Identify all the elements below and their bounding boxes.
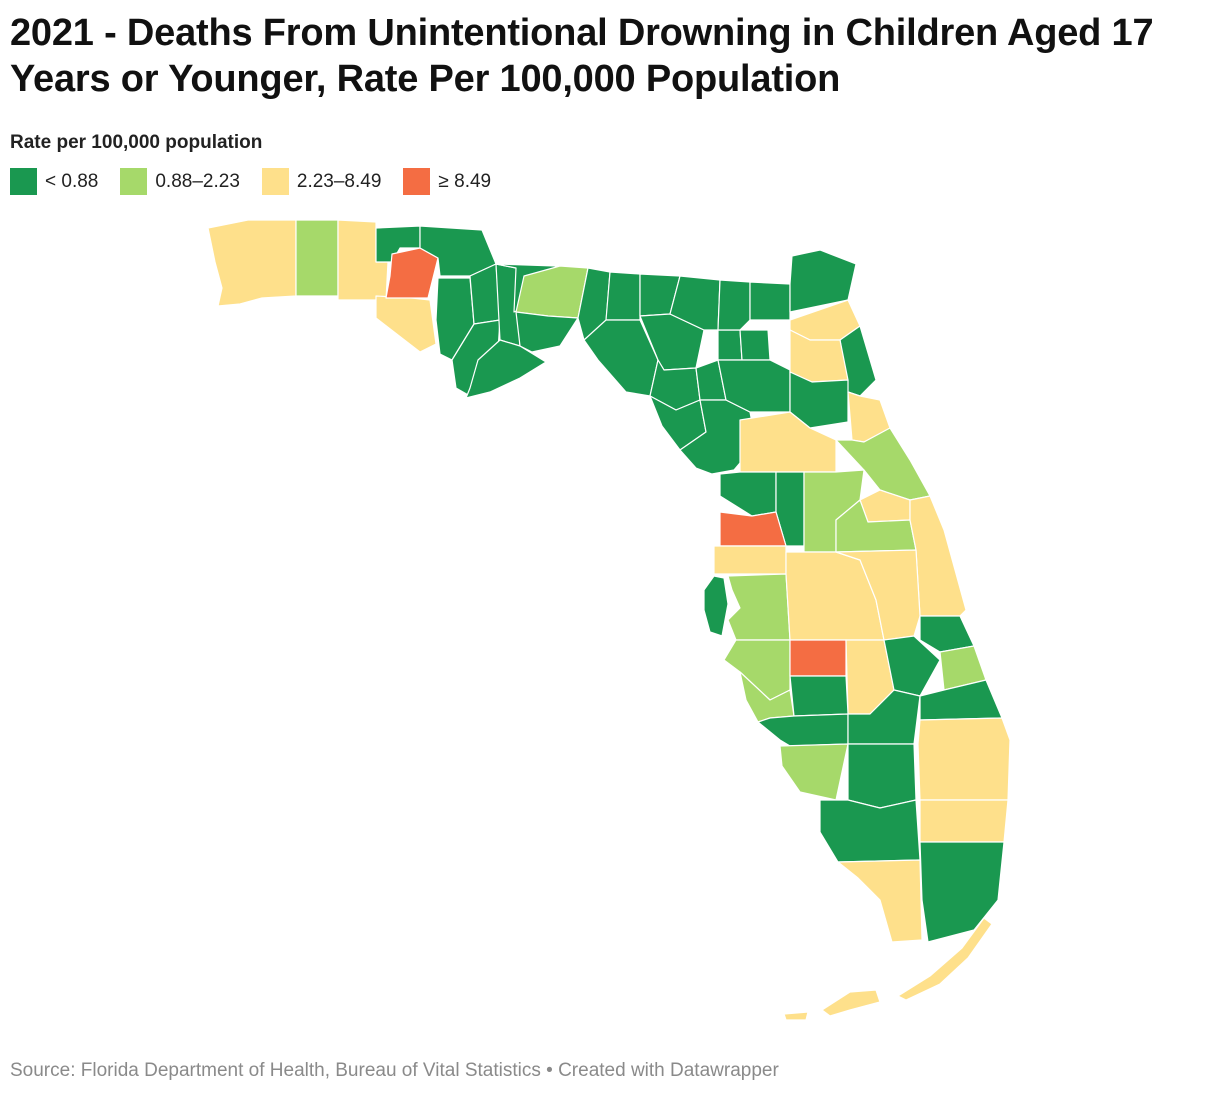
county-monroe-mainland[interactable] xyxy=(837,859,923,943)
county-madison[interactable] xyxy=(605,271,641,321)
county-okeechobee[interactable] xyxy=(883,635,941,697)
legend-label-low: 0.88–2.23 xyxy=(155,170,240,192)
legend-swatch-highest xyxy=(403,168,431,195)
county-lee[interactable] xyxy=(779,743,849,801)
county-citrus[interactable] xyxy=(719,471,777,517)
county-santa-rosa[interactable] xyxy=(295,219,339,297)
legend-swatch-mid xyxy=(261,168,289,195)
county-franklin[interactable] xyxy=(465,339,547,399)
credit-link[interactable]: Created with Datawrapper xyxy=(558,1060,779,1081)
legend-title: Rate per 100,000 population xyxy=(10,132,263,153)
source-footer: Source: Florida Department of Health, Bu… xyxy=(10,1060,779,1082)
legend: < 0.88 0.88–2.23 2.23–8.49 ≥ 8.49 xyxy=(10,168,513,195)
county-bradford[interactable] xyxy=(739,329,771,361)
county-wakulla[interactable] xyxy=(515,311,579,353)
florida-map-svg xyxy=(207,219,1011,1021)
florida-map xyxy=(0,210,1220,1040)
county-pinellas[interactable] xyxy=(703,575,729,637)
county-hardee[interactable] xyxy=(789,639,847,677)
county-sumter[interactable] xyxy=(775,471,805,547)
county-hillsborough[interactable] xyxy=(727,573,791,641)
county-union[interactable] xyxy=(717,329,743,361)
county-monroe-key-west[interactable] xyxy=(783,1011,809,1021)
county-jackson[interactable] xyxy=(419,225,497,277)
source-text: Source: Florida Department of Health, Bu… xyxy=(10,1060,541,1081)
county-miami-dade[interactable] xyxy=(919,841,1005,943)
county-hendry[interactable] xyxy=(847,743,917,809)
county-desoto[interactable] xyxy=(789,675,849,717)
county-martin[interactable] xyxy=(919,679,1003,721)
legend-swatch-low xyxy=(120,168,148,195)
county-charlotte[interactable] xyxy=(757,713,849,747)
county-pasco[interactable] xyxy=(713,545,787,575)
county-broward[interactable] xyxy=(919,799,1009,843)
county-hernando[interactable] xyxy=(719,511,787,547)
chart-title: 2021 - Deaths From Unintentional Drownin… xyxy=(10,12,1154,100)
county-baker[interactable] xyxy=(717,279,751,331)
county-monroe-lower-keys[interactable] xyxy=(821,989,881,1017)
legend-label-lowest: < 0.88 xyxy=(45,170,99,192)
county-nassau[interactable] xyxy=(749,281,791,321)
legend-label-mid: 2.23–8.49 xyxy=(296,170,382,192)
legend-swatch-lowest xyxy=(10,168,37,195)
footer-separator: • xyxy=(540,1060,559,1081)
county-monroe-keys[interactable] xyxy=(897,917,993,1001)
county-walton[interactable] xyxy=(375,295,437,353)
county-indian-river[interactable] xyxy=(919,615,975,653)
county-washington[interactable] xyxy=(385,247,439,299)
county-collier[interactable] xyxy=(819,799,921,863)
legend-label-highest: ≥ 8.49 xyxy=(438,170,492,192)
legend-item-lowest: < 0.88 xyxy=(10,168,98,195)
county-escambia[interactable] xyxy=(207,219,297,307)
legend-item-mid: 2.23–8.49 xyxy=(261,168,382,195)
county-columbia[interactable] xyxy=(669,275,721,331)
county-volusia[interactable] xyxy=(835,427,931,501)
legend-item-low: 0.88–2.23 xyxy=(120,168,240,195)
county-palm-beach[interactable] xyxy=(917,717,1011,801)
legend-item-highest: ≥ 8.49 xyxy=(403,168,491,195)
